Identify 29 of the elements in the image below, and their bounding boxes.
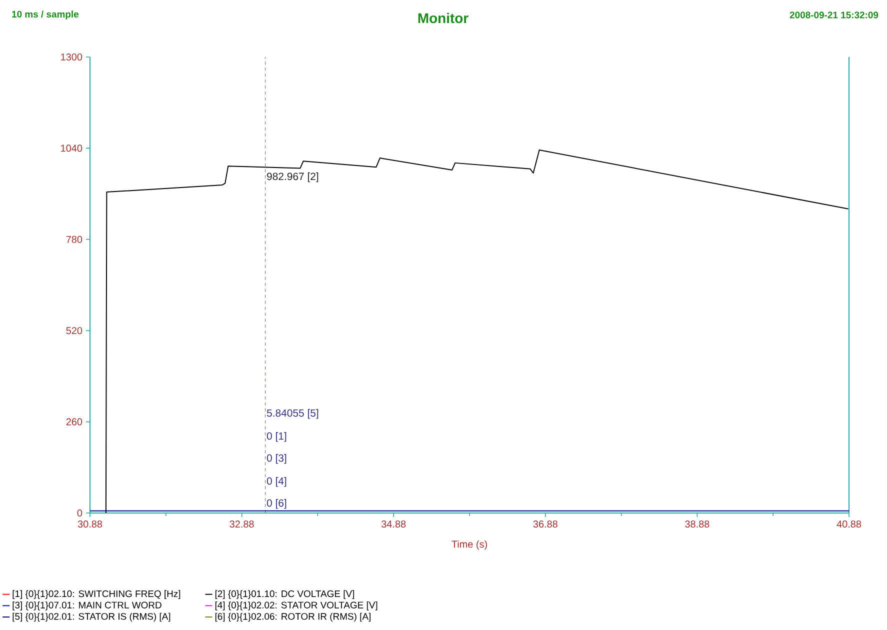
legend-label: [5] {0}{1}02.01: STATOR IS (RMS) [A] bbox=[12, 612, 170, 622]
chart-subtitle: 10 ms / sample bbox=[12, 10, 79, 20]
line-series bbox=[105, 149, 849, 514]
x-tick-label: 30.88 bbox=[78, 520, 102, 528]
y-tick-label: 780 bbox=[66, 236, 82, 243]
x-tick-label: 40.88 bbox=[836, 520, 862, 528]
legend-label: [1] {0}{1}02.10: SWITCHING FREQ [Hz] bbox=[12, 590, 180, 599]
x-tick-label: 36.88 bbox=[533, 520, 558, 528]
x-axis-title: Time (s) bbox=[452, 540, 487, 550]
annotation: 0 [4] bbox=[266, 477, 286, 487]
annotation: 982.967 [2] bbox=[267, 172, 318, 182]
y-tick-label: 520 bbox=[66, 327, 82, 334]
annotation: 5.84055 [5] bbox=[266, 409, 318, 419]
annotation: 0 [3] bbox=[266, 454, 286, 464]
legend-label: [3] {0}{1}07.01: MAIN CTRL WORD bbox=[12, 601, 162, 610]
x-tick-label: 32.88 bbox=[230, 520, 254, 528]
text: 2008-09-21 15:32:09 bbox=[790, 12, 878, 18]
annotation: 0 [6] bbox=[266, 499, 286, 509]
chart-title: Monitor bbox=[418, 12, 468, 24]
legend-label: [2] {0}{1}01.10: DC VOLTAGE [V] bbox=[215, 590, 354, 599]
y-tick-label: 1040 bbox=[61, 144, 82, 152]
x-tick-label: 38.88 bbox=[685, 520, 710, 528]
x-tick-label: 34.88 bbox=[382, 520, 406, 528]
y-tick-label: 0 bbox=[77, 509, 82, 517]
annotation: 0 [1] bbox=[266, 432, 286, 442]
y-tick-label: 260 bbox=[66, 418, 82, 426]
legend-label: [4] {0}{1}02.02: STATOR VOLTAGE [V] bbox=[215, 601, 378, 610]
legend-label: [6] {0}{1}02.06: ROTOR IR (RMS) [A] bbox=[215, 612, 370, 622]
y-tick-label: 1300 bbox=[61, 53, 82, 61]
